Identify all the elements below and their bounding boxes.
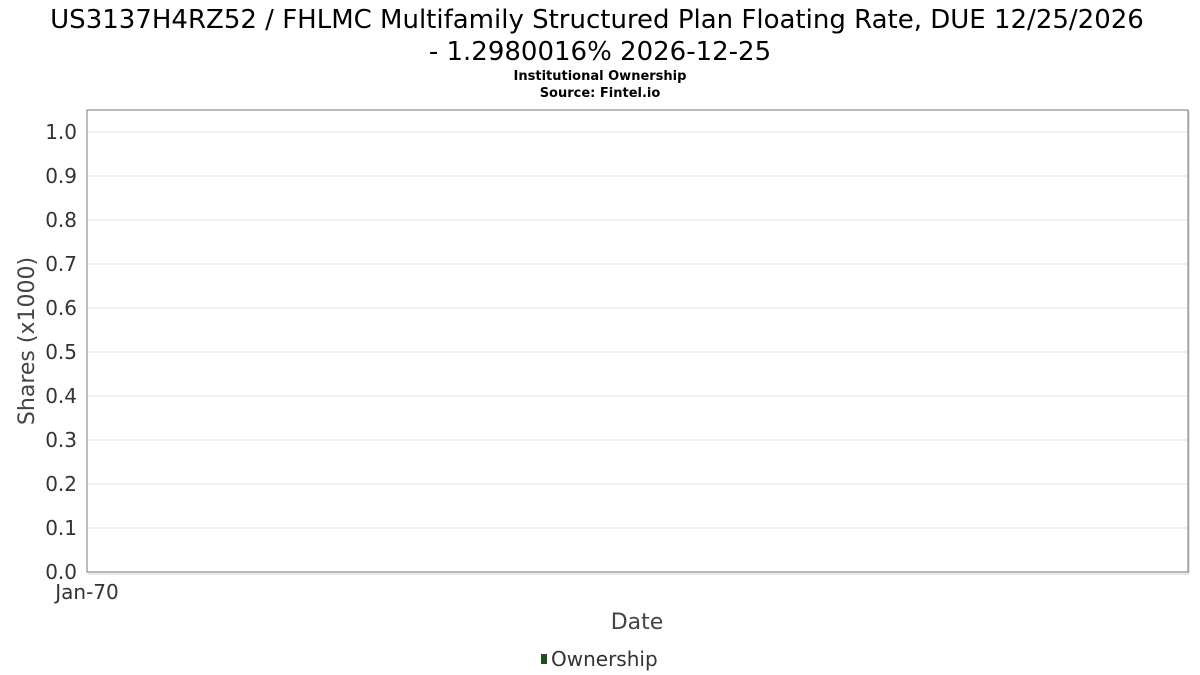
x-axis-title: Date — [611, 610, 664, 635]
chart-subtitle-line-2: Source: Fintel.io — [540, 86, 661, 101]
y-tick-label: 0.3 — [45, 428, 77, 452]
x-tick-label: Jan-70 — [53, 580, 119, 604]
x-axis-ticks: Jan-70 — [53, 580, 119, 604]
y-axis-title: Shares (x1000) — [15, 257, 40, 425]
legend: Ownership — [541, 647, 658, 671]
y-tick-label: 0.6 — [45, 296, 77, 320]
y-tick-label: 0.4 — [45, 384, 77, 408]
plot-area — [86, 109, 1189, 573]
y-axis-ticks: 0.0 0.1 0.2 0.3 0.4 0.5 0.6 0.7 0.8 0.9 1.0 — [45, 120, 77, 584]
legend-swatch-ownership — [541, 654, 547, 664]
y-tick-label: 1.0 — [45, 120, 77, 144]
y-tick-label: 0.5 — [45, 340, 77, 364]
y-tick-label: 0.1 — [45, 516, 77, 540]
chart-title-line-2: - 1.2980016% 2026-12-25 — [429, 37, 771, 67]
y-tick-label: 0.8 — [45, 208, 77, 232]
y-tick-label: 0.9 — [45, 164, 77, 188]
grid — [88, 131, 1188, 529]
chart-subtitle-line-1: Institutional Ownership — [514, 69, 687, 84]
y-tick-label: 0.7 — [45, 252, 77, 276]
chart-title-line-1: US3137H4RZ52 / FHLMC Multifamily Structu… — [50, 5, 1144, 35]
y-tick-label: 0.2 — [45, 472, 77, 496]
y-tick-label: 0.0 — [45, 560, 77, 584]
legend-label-ownership: Ownership — [551, 647, 658, 671]
